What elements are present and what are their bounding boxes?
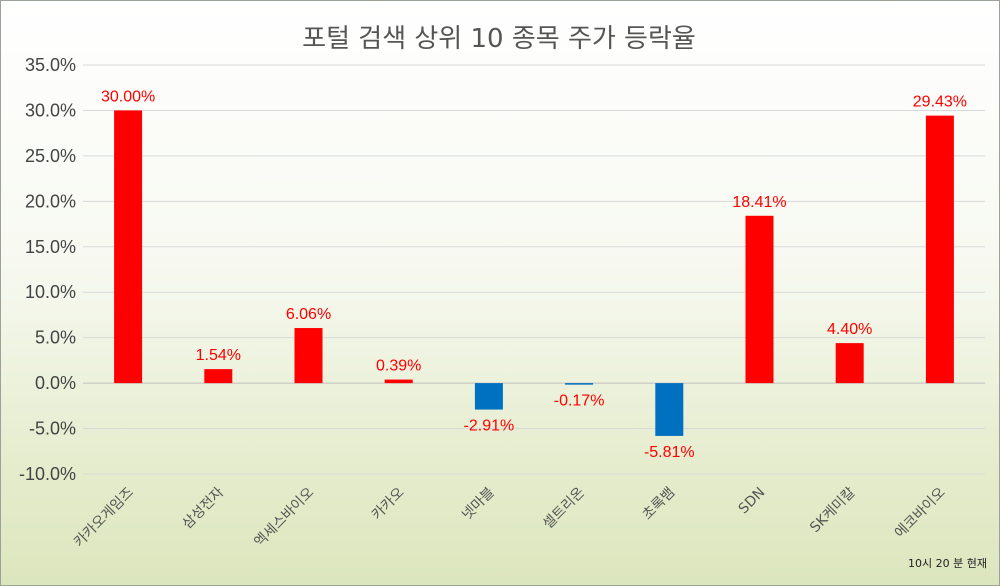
bar — [925, 115, 954, 384]
data-label: 6.06% — [286, 306, 331, 323]
bar — [384, 379, 413, 384]
data-label: 0.39% — [376, 358, 421, 375]
y-tick-label: 5.0% — [35, 328, 76, 348]
x-tick-label: 넷마블 — [459, 484, 498, 523]
data-label: -0.17% — [554, 393, 605, 410]
y-tick-label: 15.0% — [25, 237, 76, 257]
y-tick-label: -5.0% — [29, 419, 76, 439]
y-tick-label: 0.0% — [35, 373, 76, 393]
data-label: 4.40% — [827, 321, 872, 338]
y-tick-label: 25.0% — [25, 146, 76, 166]
x-tick-label: SK케미칼 — [807, 484, 858, 535]
data-label: 30.00% — [101, 88, 155, 105]
x-tick-label: 카카오게임즈 — [71, 484, 137, 550]
x-tick-label: 엑세스바이오 — [251, 484, 317, 550]
bar — [474, 383, 503, 410]
data-label: -2.91% — [464, 418, 515, 435]
timestamp-note: 10시 20 분 현재 — [908, 557, 987, 570]
y-axis: 35.0% 30.0% 25.0% 20.0% 15.0% 10.0% 5.0% 0.0% -5… — [19, 55, 76, 484]
data-label: 18.41% — [732, 194, 786, 211]
x-tick-label: 에코바이오 — [892, 484, 949, 541]
x-axis: 카카오게임즈 삼성전자 엑세스바이오 카카오 넷마블 셀트리온 초록뱀 SDN SK케미칼 에코바… — [71, 484, 949, 550]
bar — [745, 215, 774, 384]
bar — [655, 383, 684, 436]
x-tick-label: 카카오 — [369, 484, 408, 523]
y-tick-label: 10.0% — [25, 282, 76, 302]
bars — [114, 110, 954, 436]
y-tick-label: 20.0% — [25, 191, 76, 211]
y-tick-label: -10.0% — [19, 464, 76, 484]
bar — [565, 383, 594, 385]
bar — [835, 343, 864, 384]
x-tick-label: 셀트리온 — [540, 484, 588, 532]
x-tick-label: 삼성전자 — [179, 484, 227, 532]
bar — [294, 328, 323, 384]
x-tick-label: 초록뱀 — [639, 485, 678, 524]
data-label: -5.81% — [644, 444, 695, 461]
y-tick-label: 30.0% — [25, 100, 76, 120]
bar — [114, 110, 143, 384]
gridlines — [83, 64, 985, 475]
chart-title: 포털 검색 상위 10 종목 주가 등락율 — [302, 24, 696, 54]
data-label: 1.54% — [196, 347, 241, 364]
data-label: 29.43% — [913, 94, 967, 111]
bar — [204, 369, 233, 384]
x-tick-label: SDN — [736, 485, 769, 518]
y-tick-label: 35.0% — [25, 55, 76, 75]
data-labels: 30.00% 1.54% 6.06% 0.39% -2.91% -0.17% -5.81% 1… — [101, 88, 967, 460]
